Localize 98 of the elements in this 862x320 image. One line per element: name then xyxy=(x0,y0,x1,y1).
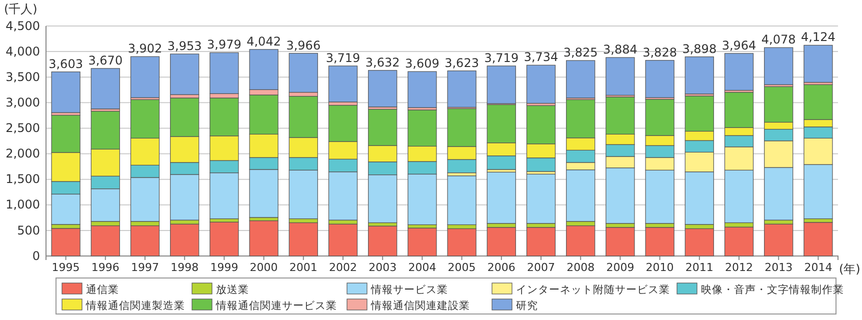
total-label: 3,828 xyxy=(642,45,677,60)
bar xyxy=(526,227,556,256)
y-tick-label: 1,500 xyxy=(6,172,40,186)
bar xyxy=(368,70,398,108)
x-tick-label: 2014 xyxy=(804,260,832,274)
x-tick-label: 1997 xyxy=(131,260,159,274)
bar xyxy=(684,56,714,94)
y-axis-title: (千人) xyxy=(4,2,38,16)
total-label: 3,825 xyxy=(563,46,598,60)
bar xyxy=(408,228,437,256)
x-tick-label: 2008 xyxy=(566,260,595,274)
bar xyxy=(408,71,437,108)
bar xyxy=(606,57,635,96)
bar xyxy=(368,226,398,256)
legend-label: 情報通信関連製造業 xyxy=(85,299,185,312)
x-tick-label: 2011 xyxy=(685,260,714,274)
total-label: 3,979 xyxy=(207,38,242,52)
bar xyxy=(486,172,516,224)
x-tick-label: 2001 xyxy=(289,260,318,274)
x-tick-label: 2012 xyxy=(725,260,753,274)
bar xyxy=(447,228,476,256)
total-label: 4,042 xyxy=(246,34,281,48)
bar xyxy=(170,54,200,95)
total-label: 3,966 xyxy=(286,38,321,52)
total-label: 3,734 xyxy=(524,50,558,64)
bar xyxy=(210,222,239,256)
x-tick-label: 2000 xyxy=(250,260,278,274)
total-label: 3,719 xyxy=(326,50,360,65)
total-label: 3,902 xyxy=(128,42,162,56)
x-tick-label: 2005 xyxy=(448,260,476,274)
total-label: 3,609 xyxy=(405,56,440,71)
total-label: 3,898 xyxy=(682,42,717,56)
bar xyxy=(645,227,674,256)
legend-label: 映像・音声・文字情報制作業 xyxy=(701,283,844,296)
x-tick-label: 1995 xyxy=(52,260,80,274)
y-tick-label: 3,000 xyxy=(6,96,40,110)
bar xyxy=(724,53,754,91)
total-label: 3,670 xyxy=(88,53,123,68)
bar xyxy=(764,47,794,85)
legend-label: インターネット附随サービス業 xyxy=(516,284,670,296)
bar xyxy=(724,226,754,256)
legend-label: 情報通信関連建設業 xyxy=(370,299,470,312)
total-label: 3,884 xyxy=(603,42,638,56)
x-axis-title: (年) xyxy=(839,262,860,276)
bar xyxy=(51,228,80,256)
y-tick-label: 4,500 xyxy=(6,18,40,33)
legend-label: 情報サービス業 xyxy=(370,283,448,296)
total-label: 3,632 xyxy=(365,55,400,70)
total-label: 3,623 xyxy=(444,56,479,70)
bar xyxy=(684,228,714,256)
bar xyxy=(804,222,833,256)
total-label: 4,078 xyxy=(761,32,796,47)
legend-label: 通信業 xyxy=(86,283,119,296)
y-tick-label: 2,000 xyxy=(6,146,40,161)
total-label: 3,719 xyxy=(484,50,519,65)
bar xyxy=(566,225,596,256)
x-tick-label: 2013 xyxy=(764,260,793,274)
bar xyxy=(170,224,200,256)
bar xyxy=(486,227,516,256)
x-tick-label: 2002 xyxy=(329,260,357,274)
legend-label: 情報通信関連サービス業 xyxy=(215,299,337,312)
total-label: 3,953 xyxy=(167,38,202,53)
bar xyxy=(328,224,358,256)
y-tick-label: 3,500 xyxy=(6,70,40,84)
x-tick-label: 1999 xyxy=(210,260,238,274)
bar xyxy=(606,227,635,256)
x-tick-label: 2003 xyxy=(368,260,397,274)
total-label: 4,124 xyxy=(801,30,836,44)
bar xyxy=(90,225,120,256)
bar xyxy=(804,44,833,83)
x-tick-label: 1998 xyxy=(170,260,199,274)
bar xyxy=(526,174,556,224)
y-tick-label: 0 xyxy=(32,248,40,263)
total-label: 3,603 xyxy=(48,56,83,71)
x-tick-label: 2007 xyxy=(527,260,555,274)
x-tick-label: 2009 xyxy=(606,260,634,274)
bar xyxy=(288,222,318,256)
y-tick-label: 2,500 xyxy=(6,121,40,136)
bar xyxy=(130,225,160,256)
bar xyxy=(526,64,556,104)
bar xyxy=(90,68,120,110)
y-tick-label: 4,000 xyxy=(6,44,40,58)
bar xyxy=(447,176,476,226)
x-tick-label: 2010 xyxy=(646,260,674,274)
bar xyxy=(249,220,278,256)
bar xyxy=(328,66,358,102)
bar xyxy=(288,52,318,93)
x-tick-label: 1996 xyxy=(91,260,120,274)
bar xyxy=(764,224,794,256)
y-tick-label: 500 xyxy=(17,223,40,238)
total-label: 3,964 xyxy=(722,38,756,52)
bar xyxy=(51,72,80,113)
legend-label: 研究 xyxy=(516,299,538,312)
y-tick-label: 1,000 xyxy=(6,198,40,212)
x-tick-label: 2004 xyxy=(408,260,436,274)
x-tick-label: 2006 xyxy=(487,260,516,274)
bar xyxy=(130,56,160,98)
legend-label: 放送業 xyxy=(216,284,249,296)
